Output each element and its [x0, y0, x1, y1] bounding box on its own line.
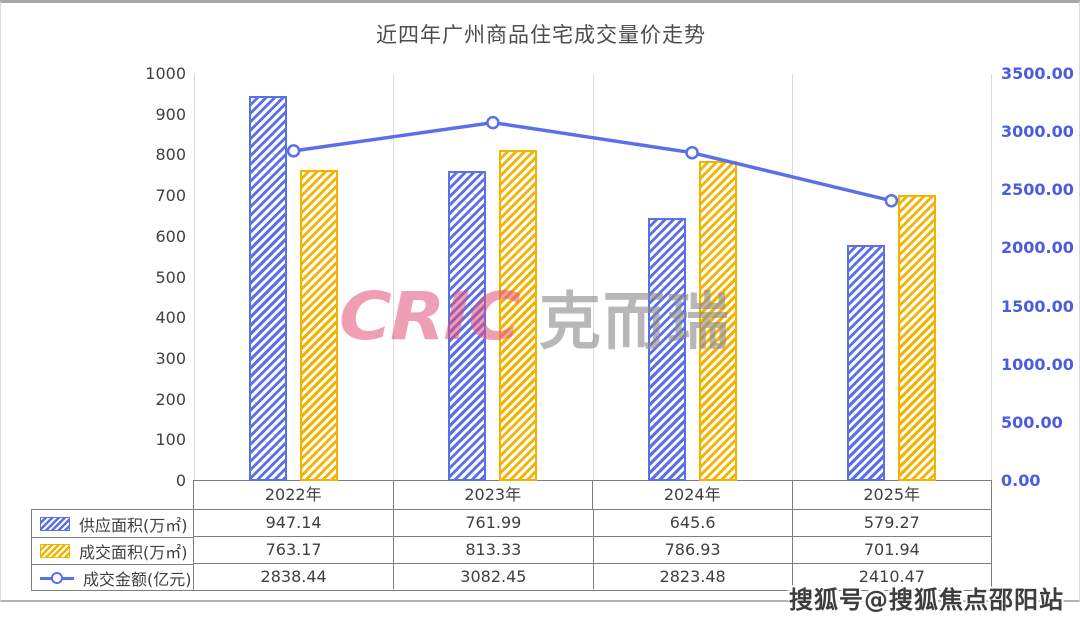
value-cell-deal-amount-2024年: 2823.48	[592, 562, 792, 589]
legend-swatch-deal-amount-icon	[40, 571, 74, 585]
left-axis-tick-label: 700	[155, 186, 186, 206]
category-gridline	[393, 74, 395, 481]
left-axis-tick-label: 200	[155, 389, 186, 409]
value-cell-deal-amount-2022年: 2838.44	[194, 562, 394, 589]
left-axis-tick-label: 0	[175, 471, 186, 490]
right-axis-tick-label: 3500.00	[1001, 64, 1074, 83]
table-year-header-cell: 2025年	[791, 481, 992, 509]
left-axis-line	[194, 74, 195, 481]
bar-supply-area-2023年	[448, 170, 487, 481]
table-legend-column: 供应面积(万㎡) 成交面积(万㎡) 成交金额(亿元)	[31, 509, 194, 591]
value-cell-deal-amount-2023年: 3082.45	[393, 562, 593, 589]
right-axis-tick-label: 2500.00	[1001, 180, 1074, 200]
value-cell-supply-area-2022年: 947.14	[265, 513, 322, 532]
legend-row-deal-area: 成交面积(万㎡)	[32, 537, 193, 564]
left-axis-tick-label: 800	[155, 145, 186, 165]
legend-label-deal-amount: 成交金额(亿元)	[83, 570, 192, 589]
bar-deal-area-2025年	[897, 195, 936, 481]
value-cell-deal-area-2025年: 701.94	[791, 536, 991, 563]
bar-supply-area-2022年	[249, 95, 288, 481]
legend-label-deal-area: 成交面积(万㎡)	[79, 543, 188, 562]
sohu-watermark: 搜狐号@搜狐焦点邵阳站	[789, 586, 1064, 614]
bar-supply-area-2025年	[846, 245, 885, 481]
value-cell-deal-area-2022年: 763.17	[194, 536, 394, 562]
legend-row-deal-amount: 成交金额(亿元)	[32, 564, 193, 591]
bar-supply-area-2024年	[647, 218, 686, 481]
table-year-header-cell: 2024年	[592, 481, 792, 509]
legend-label-supply-area: 供应面积(万㎡)	[79, 515, 188, 535]
right-axis-tick-label: 1000.00	[1001, 354, 1074, 374]
legend-swatch-supply-area-icon	[40, 516, 70, 531]
bar-deal-area-2024年	[698, 160, 737, 481]
left-axis-tick-label: 900	[155, 104, 186, 124]
marker-deal-amount-2024年	[685, 145, 699, 160]
value-cell-supply-area-2024年: 645.6	[592, 510, 792, 537]
cric-logo-text: CRIC	[339, 277, 521, 355]
left-axis-tick-label: 100	[155, 430, 186, 450]
left-axis-tick-label: 600	[155, 226, 186, 246]
table-header-row: 2022年 2023年 2024年 2025年	[193, 480, 992, 510]
marker-deal-amount-2023年	[486, 115, 500, 130]
left-axis-tick-label: 400	[155, 308, 186, 328]
legend-row-supply-area: 供应面积(万㎡)	[32, 510, 193, 537]
left-axis-tick-label: 500	[155, 267, 186, 287]
value-cell-deal-amount-2025年: 2410.47	[791, 562, 991, 589]
table-values-grid: 947.14 761.99 645.6 579.27 763.17 813.33 786.9…	[193, 509, 992, 591]
bar-deal-area-2023年	[499, 150, 538, 481]
right-axis-tick-label: 2000.00	[1001, 238, 1074, 258]
right-axis-line	[991, 74, 992, 481]
legend-swatch-deal-area-icon	[40, 544, 70, 558]
value-cell-deal-area-2024年: 786.93	[592, 536, 792, 563]
category-gridline	[791, 74, 793, 481]
chart-panel: 近四年广州商品住宅成交量价走势 CRIC 克而瑞 2022年 2023年 2024年…	[0, 0, 1080, 602]
marker-deal-amount-2022年	[286, 144, 301, 158]
value-cell-supply-area-2025年: 579.27	[791, 510, 991, 537]
right-axis-tick-label: 1500.00	[1001, 296, 1074, 316]
right-axis-tick-label: 500.00	[1001, 412, 1063, 432]
table-year-header-cell: 2023年	[392, 481, 593, 509]
marker-deal-amount-2025年	[884, 193, 899, 208]
chart-title: 近四年广州商品住宅成交量价走势	[376, 23, 706, 47]
value-cell-deal-area-2023年: 813.33	[393, 536, 593, 563]
right-axis-tick-label: 3000.00	[1001, 122, 1074, 142]
value-cell-supply-area-2023年: 761.99	[393, 510, 592, 537]
category-gridline	[592, 74, 594, 481]
legend-line-marker	[51, 572, 63, 584]
left-axis-tick-label: 300	[155, 348, 186, 368]
right-axis-tick-label: 0.00	[1001, 471, 1041, 490]
table-year-header-cell: 2022年	[264, 485, 322, 504]
left-axis-tick-label: 1000	[145, 64, 186, 83]
bar-deal-area-2022年	[300, 170, 339, 481]
